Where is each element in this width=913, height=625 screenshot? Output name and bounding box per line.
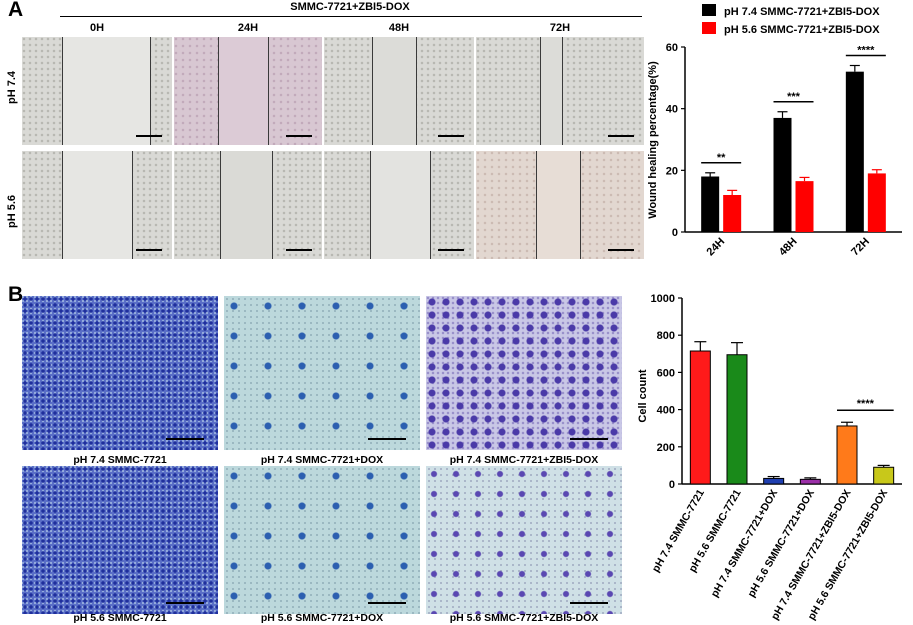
- micrograph-ph74-48h: [324, 37, 474, 145]
- chart-b-ytick-label-5: 1000: [651, 293, 675, 305]
- panel-a-header: SMMC-7721+ZBI5-DOX: [290, 1, 410, 13]
- chart-a-bar-72H-s1: [867, 173, 886, 232]
- micrograph-ph56-48h: [324, 151, 474, 259]
- chart-b-xtick-label-2: pH 7.4 SMMC-7721+DOX: [709, 488, 781, 600]
- chart-a-xtick-label-72H: 72H: [849, 236, 872, 259]
- chart-a-bar-48H-s0: [773, 117, 792, 232]
- micrograph-ph56-24h: [174, 151, 322, 259]
- panel-a-letter: A: [8, 0, 24, 21]
- caption-ph56-zbi5dox: pH 5.6 SMMC-7721+ZBI5-DOX: [449, 612, 599, 624]
- legend-swatch-ph56: [702, 22, 716, 34]
- chart-a-sig-48H: ***: [787, 91, 801, 103]
- legend-label-ph74: pH 7.4 SMMC-7721+ZBI5-DOX: [724, 6, 880, 18]
- chart-b-xtick-label-3: pH 5.6 SMMC-7721+DOX: [745, 488, 817, 600]
- cell-count-chart: Cell count 0 200 400 600 800 1000 pH 7.4 SMMC-…: [637, 293, 902, 623]
- caption-ph74-control: pH 7.4 SMMC-7721: [73, 454, 167, 466]
- time-label-24h: 24H: [237, 22, 259, 34]
- chart-a-bar-72H-s0: [845, 71, 864, 233]
- chart-b-ytick-label-2: 400: [657, 405, 675, 417]
- chart-b-xtick-label-5: pH 5.6 SMMC-7721+ZBI5-DOX: [806, 488, 891, 623]
- chart-b-sig: ****: [857, 398, 875, 410]
- chart-a-ytick-label-3: 60: [666, 42, 678, 54]
- chart-b-bar-0: [689, 350, 711, 485]
- transwell-ph56-zbi5dox: [426, 466, 622, 614]
- legend-label-ph56: pH 5.6 SMMC-7721+ZBI5-DOX: [724, 24, 880, 36]
- time-label-0h: 0H: [89, 22, 105, 34]
- chart-b-bar-3: [799, 478, 821, 485]
- chart-b-ytick-label-0: 0: [669, 479, 675, 491]
- micrograph-ph74-24h: [174, 37, 322, 145]
- transwell-ph74-zbi5dox: [426, 296, 622, 450]
- caption-ph56-dox: pH 5.6 SMMC-7721+DOX: [260, 612, 384, 624]
- chart-b-bar-5: [873, 466, 895, 485]
- chart-a-bar-48H-s1: [795, 181, 814, 232]
- chart-a-ytick-label-2: 40: [666, 104, 678, 116]
- chart-a-ytick-label-1: 20: [666, 165, 678, 177]
- panel-b-letter: B: [8, 283, 24, 306]
- time-label-72h: 72H: [549, 22, 571, 34]
- chart-b-bar-1: [726, 354, 748, 485]
- chart-b-ytick-label-3: 600: [657, 367, 675, 379]
- chart-a-bar-24H-s0: [701, 176, 720, 232]
- caption-ph56-control: pH 5.6 SMMC-7721: [73, 612, 167, 624]
- chart-a-sig-24H: **: [717, 152, 726, 164]
- row-label-ph56: pH 5.6: [6, 194, 18, 228]
- panel-a-header-line: [60, 16, 642, 17]
- chart-a-ylabel: Wound healing percentage(%): [647, 61, 659, 219]
- chart-a-xtick-label-24H: 24H: [705, 236, 728, 259]
- row-label-ph74: pH 7.4: [6, 70, 18, 104]
- micrograph-ph56-0h: [22, 151, 172, 259]
- chart-a-bar-24H-s1: [723, 195, 742, 232]
- chart-a-ytick-label-0: 0: [672, 227, 678, 239]
- chart-b-bar-4: [836, 425, 858, 485]
- chart-b-ytick-label-1: 200: [657, 442, 675, 454]
- time-label-48h: 48H: [388, 22, 410, 34]
- transwell-ph56-control: [22, 466, 218, 614]
- chart-b-bar-2: [763, 477, 785, 485]
- chart-b-ytick-label-4: 800: [657, 330, 675, 342]
- transwell-ph74-control: [22, 296, 218, 450]
- wound-healing-chart: pH 7.4 SMMC-7721+ZBI5-DOX pH 5.6 SMMC-77…: [647, 4, 902, 259]
- caption-ph74-zbi5dox: pH 7.4 SMMC-7721+ZBI5-DOX: [449, 454, 599, 466]
- legend-swatch-ph74: [702, 4, 716, 16]
- chart-a-sig-72H: ****: [857, 45, 875, 57]
- transwell-ph74-dox: [224, 296, 420, 450]
- micrograph-ph74-0h: [22, 37, 172, 145]
- transwell-ph56-dox: [224, 466, 420, 614]
- chart-a-xtick-label-48H: 48H: [777, 236, 800, 259]
- micrograph-ph56-72h: [476, 151, 644, 259]
- caption-ph74-dox: pH 7.4 SMMC-7721+DOX: [260, 454, 384, 466]
- micrograph-ph74-72h: [476, 37, 644, 145]
- chart-b-ylabel: Cell count: [637, 369, 649, 423]
